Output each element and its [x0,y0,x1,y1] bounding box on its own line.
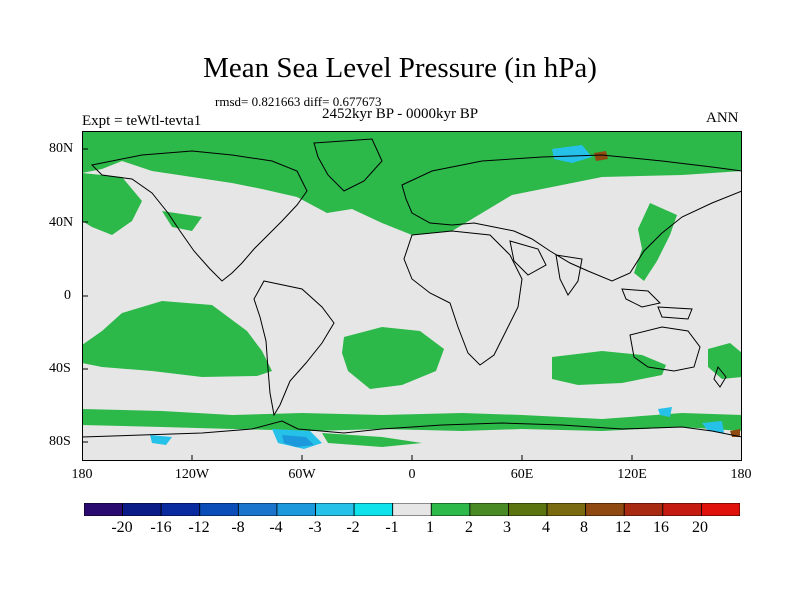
colorbar-swatch [84,503,123,516]
lon-label-180-east: 180 [730,467,752,482]
colorbar-swatch [315,503,355,516]
lon-label-120e: 120E [617,467,647,482]
colorbar-swatch [623,503,664,516]
colorbar-label: 16 [653,519,669,536]
colorbar-label: -4 [269,519,283,536]
experiment-label: Expt = teWtl-tevta1 [82,113,202,129]
colorbar-swatch [276,503,316,516]
colorbar-label: 20 [692,519,708,536]
lon-label-60e: 60E [510,467,534,482]
lon-label-60w: 60W [288,467,316,482]
colorbar-swatch [430,503,471,516]
lon-label-0: 0 [408,467,416,482]
lat-label-80n: 80N [49,141,74,156]
lon-label-180-west: 180 [71,467,93,482]
coastlines [82,138,742,438]
colorbar-swatch [160,503,201,516]
colorbar-swatch [353,503,394,516]
colorbar-swatch [122,503,162,516]
colorbar-swatch [508,503,548,516]
colorbar-label: 12 [615,519,631,536]
lat-label-40s: 40S [49,361,71,376]
colorbar-label: -12 [188,519,210,536]
colorbar-label: -20 [111,519,133,536]
colorbar-label: 8 [580,519,588,536]
strong-negative-anomaly-fields [282,435,314,447]
colorbar-label: 4 [542,519,550,536]
colorbar-swatch [199,503,239,516]
colorbar-label: -3 [308,519,322,536]
lat-label-0: 0 [64,288,71,303]
colorbar-label: -2 [346,519,360,536]
colorbar-swatch [662,503,702,516]
colorbar-swatch [701,503,740,516]
map-title: Mean Sea Level Pressure (in hPa) [203,52,597,84]
period-label: 2452kyr BP - 0000kyr BP [322,106,479,122]
colorbar-swatch [237,503,278,516]
lat-label-40n: 40N [49,215,74,230]
lon-label-120w: 120W [174,467,210,482]
rmsd-diff-stats: rmsd= 0.821663 diff= 0.677673 [215,94,382,109]
colorbar-swatch [392,503,432,516]
axis-ticks [82,148,633,461]
colorbar [84,503,740,516]
colorbar-swatch [469,503,509,516]
pressure-difference-map [82,131,742,461]
colorbar-label: -1 [385,519,399,536]
colorbar-label: 1 [426,519,434,536]
colorbar-swatch [546,503,587,516]
colorbar-label: 2 [465,519,473,536]
colorbar-label: -8 [231,519,245,536]
season-label: ANN [706,110,739,126]
lat-label-80s: 80S [49,434,71,449]
colorbar-label: -16 [150,519,172,536]
colorbar-label: 3 [503,519,511,536]
colorbar-swatch [585,503,625,516]
